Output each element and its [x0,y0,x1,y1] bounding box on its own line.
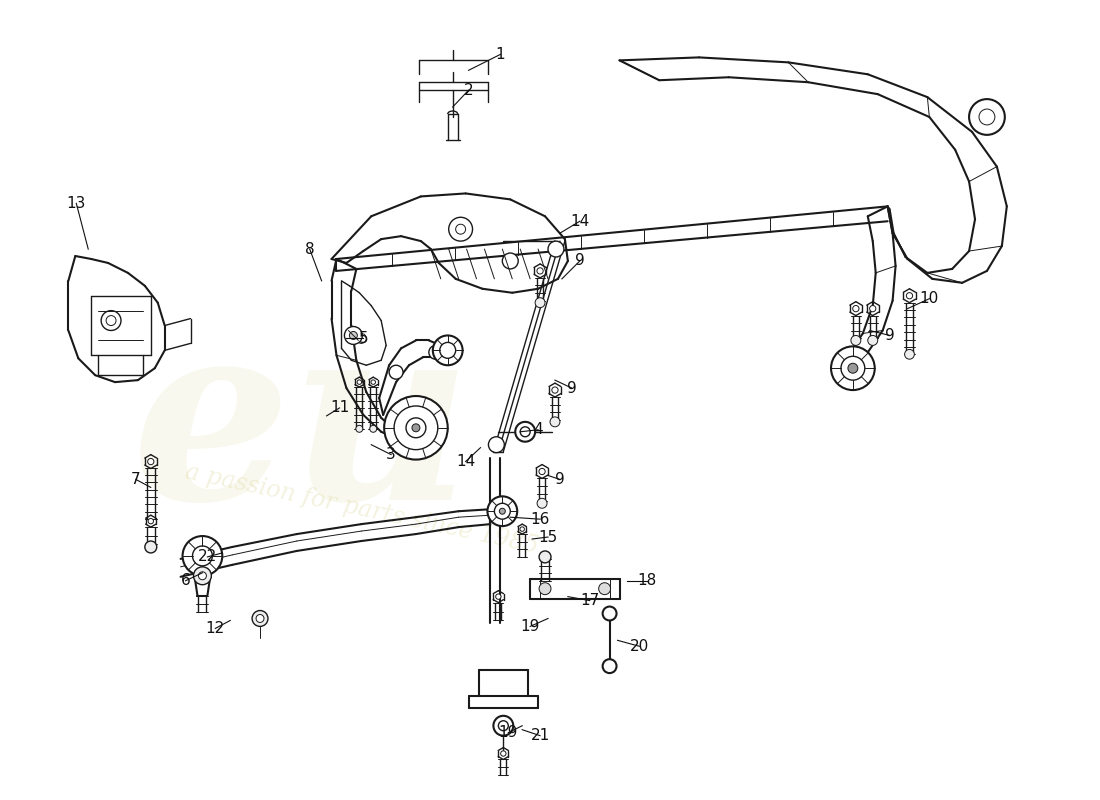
Text: 19: 19 [498,725,518,740]
Circle shape [598,582,611,594]
Circle shape [515,422,535,442]
Circle shape [552,387,558,393]
Circle shape [537,268,543,274]
Circle shape [488,437,504,453]
Circle shape [389,366,403,379]
Circle shape [851,335,861,346]
Circle shape [550,417,560,427]
Circle shape [440,342,455,358]
Text: 2: 2 [464,82,473,98]
Circle shape [252,610,268,626]
Text: 4: 4 [534,422,543,438]
Circle shape [145,541,157,553]
Text: eu: eu [131,309,472,551]
Circle shape [256,614,264,622]
Circle shape [487,496,517,526]
Text: 11: 11 [330,401,349,415]
Text: 9: 9 [556,472,564,487]
Circle shape [106,315,116,326]
Circle shape [842,356,865,380]
Circle shape [147,458,154,465]
Circle shape [603,606,616,621]
Text: 19: 19 [520,619,540,634]
Circle shape [848,363,858,373]
Circle shape [498,721,508,730]
Circle shape [870,306,876,312]
Text: 5: 5 [359,331,369,346]
Circle shape [198,572,207,580]
Text: 6: 6 [180,574,190,588]
Circle shape [539,551,551,563]
Text: 9: 9 [566,381,576,395]
Circle shape [455,224,465,234]
Circle shape [830,346,874,390]
Circle shape [969,99,1004,135]
Circle shape [101,310,121,330]
Text: 15: 15 [538,530,558,545]
Circle shape [356,334,366,343]
Circle shape [520,427,530,437]
Circle shape [539,582,551,594]
Text: a passion for parts since 1985: a passion for parts since 1985 [183,461,540,558]
Circle shape [539,468,546,474]
Circle shape [194,567,211,585]
Circle shape [148,518,154,524]
Circle shape [520,527,525,531]
Circle shape [906,293,913,299]
Text: 9: 9 [575,254,585,269]
Circle shape [370,426,376,432]
Circle shape [358,380,362,384]
Text: 16: 16 [530,512,550,526]
Circle shape [432,335,463,366]
Circle shape [429,346,442,359]
Circle shape [603,659,616,673]
Text: 8: 8 [305,242,315,257]
Text: 12: 12 [206,621,225,636]
Text: 14: 14 [570,214,590,229]
Text: 14: 14 [456,454,475,469]
Text: 7: 7 [131,472,141,487]
Circle shape [548,241,564,257]
Circle shape [412,424,420,432]
Text: 1: 1 [495,47,505,62]
Circle shape [852,306,859,312]
Circle shape [344,326,362,344]
Text: 9: 9 [884,328,894,343]
Circle shape [183,536,222,576]
Circle shape [394,406,438,450]
Circle shape [904,350,914,359]
Circle shape [356,426,363,432]
Circle shape [371,380,375,384]
Circle shape [979,109,994,125]
Circle shape [494,503,510,519]
Circle shape [496,594,500,599]
Text: 22: 22 [198,550,217,565]
Text: 3: 3 [386,447,396,462]
Circle shape [537,498,547,508]
Text: 21: 21 [530,728,550,743]
Circle shape [192,546,212,566]
Text: 10: 10 [920,291,939,306]
Circle shape [449,218,473,241]
Circle shape [535,298,544,308]
Circle shape [406,418,426,438]
Text: 17: 17 [580,593,600,608]
Circle shape [384,396,448,459]
Circle shape [868,335,878,346]
Circle shape [350,331,358,339]
Text: 13: 13 [67,196,86,211]
Circle shape [503,253,518,269]
Circle shape [499,508,505,514]
Text: 18: 18 [638,574,657,588]
Circle shape [494,716,514,736]
Circle shape [500,751,506,756]
Text: 20: 20 [629,638,649,654]
